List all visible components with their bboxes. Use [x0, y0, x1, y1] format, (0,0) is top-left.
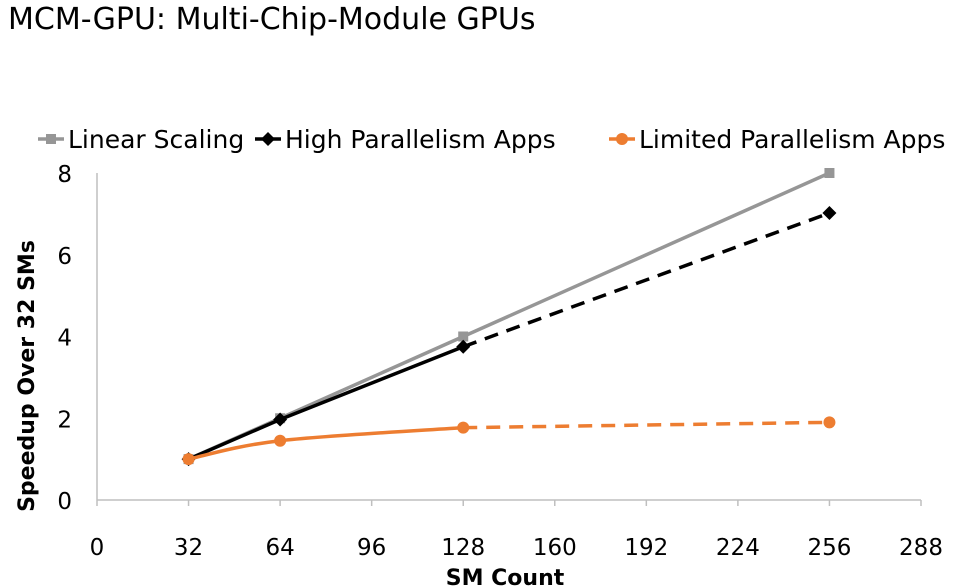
legend-marker [46, 134, 56, 144]
x-tick-labels: 0 32 64 96 128 160 192 224 256 288 [90, 500, 943, 561]
axes [96, 173, 921, 501]
legend-label: High Parallelism Apps [285, 125, 556, 154]
y-tick-label: 8 [57, 162, 72, 188]
x-axis-label: SM Count [446, 566, 565, 588]
series-line-solid [188, 425, 464, 461]
x-tick-label: 288 [899, 535, 943, 561]
series-line-dashed [462, 211, 831, 349]
y-tick-labels: 0 2 4 6 8 [57, 162, 72, 515]
slide-title: MCM-GPU: Multi-Chip-Module GPUs [8, 2, 536, 37]
legend-item: High Parallelism Apps [255, 125, 556, 154]
data-point [274, 434, 287, 447]
legend-label: Limited Parallelism Apps [639, 125, 945, 154]
series-limited-parallelism-apps [182, 416, 836, 466]
data-point [457, 421, 470, 434]
y-tick-label: 4 [57, 326, 72, 352]
x-tick-label: 96 [357, 535, 386, 561]
x-tick-label: 64 [265, 535, 294, 561]
series-lines [181, 168, 837, 467]
legend-item: Limited Parallelism Apps [609, 125, 945, 154]
x-tick-label: 224 [716, 535, 760, 561]
series-line-dashed [463, 420, 830, 430]
data-point [822, 206, 837, 221]
data-point [458, 331, 469, 342]
x-tick-label: 192 [624, 535, 668, 561]
data-point [824, 168, 835, 178]
x-tick-label: 0 [90, 535, 105, 561]
series-high-parallelism-apps [181, 206, 837, 467]
legend-item: Linear Scaling [38, 125, 244, 154]
data-point [182, 453, 195, 466]
legend-marker [261, 132, 275, 146]
series-line-solid [187, 345, 464, 461]
legend: Linear Scaling High Parallelism Apps Limit… [38, 125, 945, 154]
data-point [823, 416, 836, 429]
legend-marker [616, 133, 628, 145]
y-tick-label: 6 [57, 244, 72, 270]
y-tick-label: 0 [57, 489, 72, 515]
y-tick-label: 2 [57, 407, 72, 433]
x-tick-label: 160 [533, 535, 577, 561]
x-tick-label: 256 [807, 535, 851, 561]
legend-label: Linear Scaling [68, 125, 244, 154]
y-axis-label: Speedup Over 32 SMs [15, 240, 40, 512]
data-point [273, 412, 288, 427]
x-tick-label: 128 [441, 535, 485, 561]
x-tick-label: 32 [174, 535, 203, 561]
data-point [456, 339, 471, 354]
